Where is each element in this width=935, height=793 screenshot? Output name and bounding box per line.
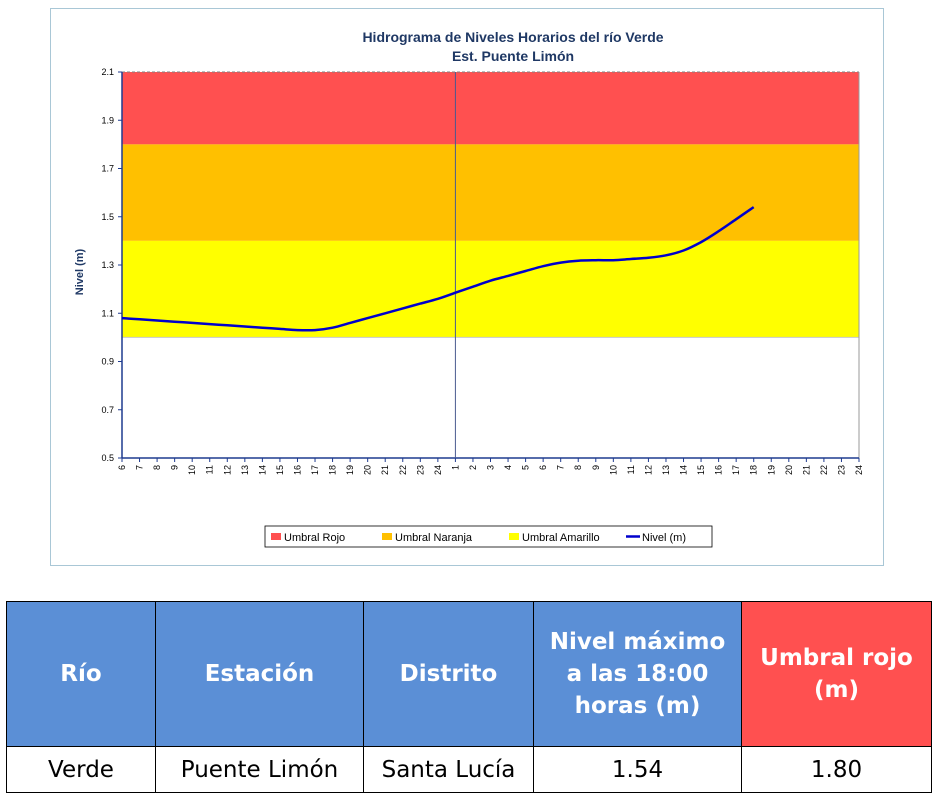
y-tick-label: 1.5: [101, 212, 114, 222]
x-tick-label: 23: [836, 465, 846, 475]
x-tick-label: 24: [433, 465, 443, 475]
chart-subtitle: Est. Puente Limón: [452, 48, 574, 64]
legend-label-0: Umbral Rojo: [284, 532, 345, 544]
x-tick-label: 21: [801, 465, 811, 475]
hydrograph-chart: Hidrograma de Niveles Horarios del río V…: [74, 29, 864, 548]
legend-swatch-2: [509, 533, 519, 540]
x-tick-label: 14: [257, 465, 267, 475]
chart-container: Hidrograma de Niveles Horarios del río V…: [50, 8, 884, 566]
x-tick-label: 22: [398, 465, 408, 475]
x-tick-label: 2: [468, 465, 478, 470]
x-tick-label: 7: [135, 465, 145, 470]
x-tick-label: 18: [749, 465, 759, 475]
y-tick-label: 0.7: [101, 405, 114, 415]
y-tick-label: 1.3: [101, 260, 114, 270]
x-tick-label: 11: [626, 465, 636, 474]
x-tick-label: 22: [819, 465, 829, 475]
x-tick-label: 23: [415, 465, 425, 475]
x-tick-label: 16: [292, 465, 302, 475]
threshold-band-1: [122, 144, 859, 241]
x-tick-label: 9: [170, 465, 180, 470]
x-tick-label: 3: [486, 465, 496, 470]
x-tick-label: 19: [345, 465, 355, 475]
x-tick-label: 12: [222, 465, 232, 475]
header-estacion: Estación: [155, 601, 364, 747]
x-tick-label: 13: [240, 465, 250, 475]
header-nivel-maximo: Nivel máximo a las 18:00 horas (m): [533, 601, 742, 747]
river-info-table: Río Estación Distrito Nivel máximo a las…: [6, 601, 932, 793]
y-tick-label: 1.1: [101, 308, 114, 318]
x-tick-label: 6: [538, 465, 548, 470]
y-axis-label: Nivel (m): [74, 248, 86, 295]
header-distrito: Distrito: [363, 601, 534, 747]
y-tick-label: 0.9: [101, 357, 114, 367]
chart-title: Hidrograma de Niveles Horarios del río V…: [362, 29, 663, 45]
y-tick-label: 1.9: [101, 115, 114, 125]
chart-legend: Umbral Rojo Umbral Naranja Umbral Amarillo…: [264, 525, 713, 548]
x-tick-label: 21: [380, 465, 390, 475]
y-tick-label: 1.7: [101, 164, 114, 174]
x-tick-label: 17: [310, 465, 320, 475]
legend-label-2: Umbral Amarillo: [522, 532, 600, 544]
x-tick-label: 10: [187, 465, 197, 475]
x-tick-label: 20: [784, 465, 794, 475]
legend-swatch-0: [271, 533, 281, 540]
x-tick-label: 1: [450, 465, 460, 470]
header-rio: Río: [6, 601, 156, 747]
x-tick-label: 12: [643, 465, 653, 475]
x-tick-label: 9: [591, 465, 601, 470]
threshold-band-0: [122, 72, 859, 145]
cell-estacion: Puente Limón: [155, 746, 364, 793]
legend-box: [264, 525, 713, 548]
legend-swatch-1: [382, 533, 392, 540]
header-umbral-rojo: Umbral rojo (m): [741, 601, 932, 747]
x-tick-label: 5: [521, 465, 531, 470]
x-tick-label: 13: [661, 465, 671, 475]
x-tick-label: 7: [556, 465, 566, 470]
x-tick-label: 15: [696, 465, 706, 475]
y-tick-label: 0.5: [101, 453, 114, 463]
cell-nivel-maximo: 1.54: [533, 746, 742, 793]
legend-label-1: Umbral Naranja: [395, 532, 473, 544]
x-tick-label: 17: [731, 465, 741, 475]
x-tick-label: 10: [608, 465, 618, 475]
x-tick-label: 6: [117, 465, 127, 470]
x-tick-label: 24: [854, 465, 864, 475]
y-tick-label: 2.1: [101, 67, 114, 77]
series-line-nivel: [121, 206, 755, 332]
table-header-row: Río Estación Distrito Nivel máximo a las…: [6, 601, 932, 747]
cell-distrito: Santa Lucía: [363, 746, 534, 793]
threshold-band-2: [122, 240, 859, 338]
x-tick-label: 14: [679, 465, 689, 475]
x-tick-label: 8: [573, 465, 583, 470]
x-tick-label: 4: [503, 465, 513, 470]
x-tick-label: 20: [363, 465, 373, 475]
x-tick-label: 15: [275, 465, 285, 475]
x-tick-label: 19: [766, 465, 776, 475]
x-tick-label: 11: [205, 465, 215, 474]
x-tick-label: 8: [152, 465, 162, 470]
cell-umbral-rojo: 1.80: [741, 746, 932, 793]
cell-rio: Verde: [6, 746, 156, 793]
legend-label-3: Nivel (m): [642, 532, 686, 544]
x-tick-label: 16: [714, 465, 724, 475]
table-row: Verde Puente Limón Santa Lucía 1.54 1.80: [6, 746, 932, 793]
x-tick-label: 18: [328, 465, 338, 475]
